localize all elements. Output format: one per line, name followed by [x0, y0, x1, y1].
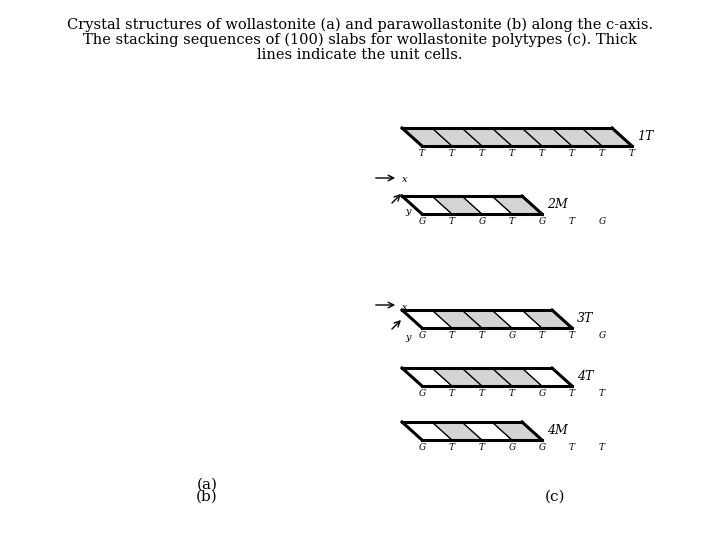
Text: (b): (b) [196, 490, 218, 504]
Text: G: G [508, 331, 516, 340]
Text: T: T [479, 331, 485, 340]
Polygon shape [402, 128, 452, 146]
Polygon shape [462, 128, 512, 146]
Text: G: G [598, 217, 606, 226]
Text: 3T: 3T [577, 313, 593, 326]
Text: 2M: 2M [547, 199, 568, 212]
Text: T: T [599, 149, 605, 158]
Text: T: T [569, 331, 575, 340]
Bar [45, 108, 413, 286]
Text: T: T [419, 149, 425, 158]
Text: G: G [598, 331, 606, 340]
Text: T: T [569, 389, 575, 398]
Text: x: x [402, 176, 408, 185]
Text: x: x [402, 302, 408, 312]
Polygon shape [462, 310, 512, 328]
Text: y: y [405, 207, 410, 216]
Text: T: T [479, 389, 485, 398]
Text: T: T [539, 331, 545, 340]
Polygon shape [432, 196, 482, 214]
Text: T: T [599, 389, 605, 398]
Text: T: T [449, 217, 455, 226]
Text: (c): (c) [545, 490, 565, 504]
Text: T: T [509, 149, 515, 158]
Text: T: T [449, 443, 455, 452]
Text: T: T [509, 217, 515, 226]
Text: T: T [479, 443, 485, 452]
Text: T: T [509, 389, 515, 398]
Text: G: G [478, 217, 485, 226]
Text: Crystal structures of wollastonite (a) and parawollastonite (b) along the c-axis: Crystal structures of wollastonite (a) a… [67, 18, 653, 32]
Polygon shape [492, 128, 542, 146]
Text: G: G [508, 443, 516, 452]
Polygon shape [432, 422, 482, 440]
Text: T: T [539, 149, 545, 158]
Polygon shape [432, 128, 482, 146]
Polygon shape [402, 422, 452, 440]
Polygon shape [462, 422, 512, 440]
Polygon shape [582, 128, 632, 146]
Polygon shape [492, 310, 542, 328]
Polygon shape [522, 368, 572, 386]
Polygon shape [522, 128, 572, 146]
Polygon shape [492, 368, 542, 386]
Text: T: T [449, 389, 455, 398]
Text: G: G [539, 443, 546, 452]
Text: T: T [449, 149, 455, 158]
Text: G: G [418, 331, 426, 340]
Text: T: T [569, 217, 575, 226]
Text: T: T [629, 149, 635, 158]
Text: y: y [405, 333, 410, 342]
Text: 4T: 4T [577, 370, 593, 383]
Polygon shape [402, 368, 452, 386]
Text: 1T: 1T [637, 131, 653, 144]
Polygon shape [402, 310, 452, 328]
Polygon shape [552, 128, 602, 146]
Text: T: T [569, 149, 575, 158]
Text: G: G [418, 217, 426, 226]
Text: (a): (a) [197, 478, 217, 492]
Polygon shape [522, 310, 572, 328]
Text: G: G [418, 389, 426, 398]
Text: G: G [539, 389, 546, 398]
Polygon shape [492, 422, 542, 440]
Bar [45, 293, 413, 478]
Text: T: T [449, 331, 455, 340]
Polygon shape [402, 196, 452, 214]
Text: G: G [418, 443, 426, 452]
Text: T: T [479, 149, 485, 158]
Text: T: T [599, 443, 605, 452]
Polygon shape [432, 310, 482, 328]
Text: T: T [569, 443, 575, 452]
Polygon shape [462, 368, 512, 386]
Polygon shape [462, 196, 512, 214]
Polygon shape [432, 368, 482, 386]
Polygon shape [492, 196, 542, 214]
Text: 4M: 4M [547, 424, 568, 437]
Text: lines indicate the unit cells.: lines indicate the unit cells. [257, 48, 463, 62]
Text: G: G [539, 217, 546, 226]
Text: The stacking sequences of (100) slabs for wollastonite polytypes (c). Thick: The stacking sequences of (100) slabs fo… [83, 33, 637, 48]
